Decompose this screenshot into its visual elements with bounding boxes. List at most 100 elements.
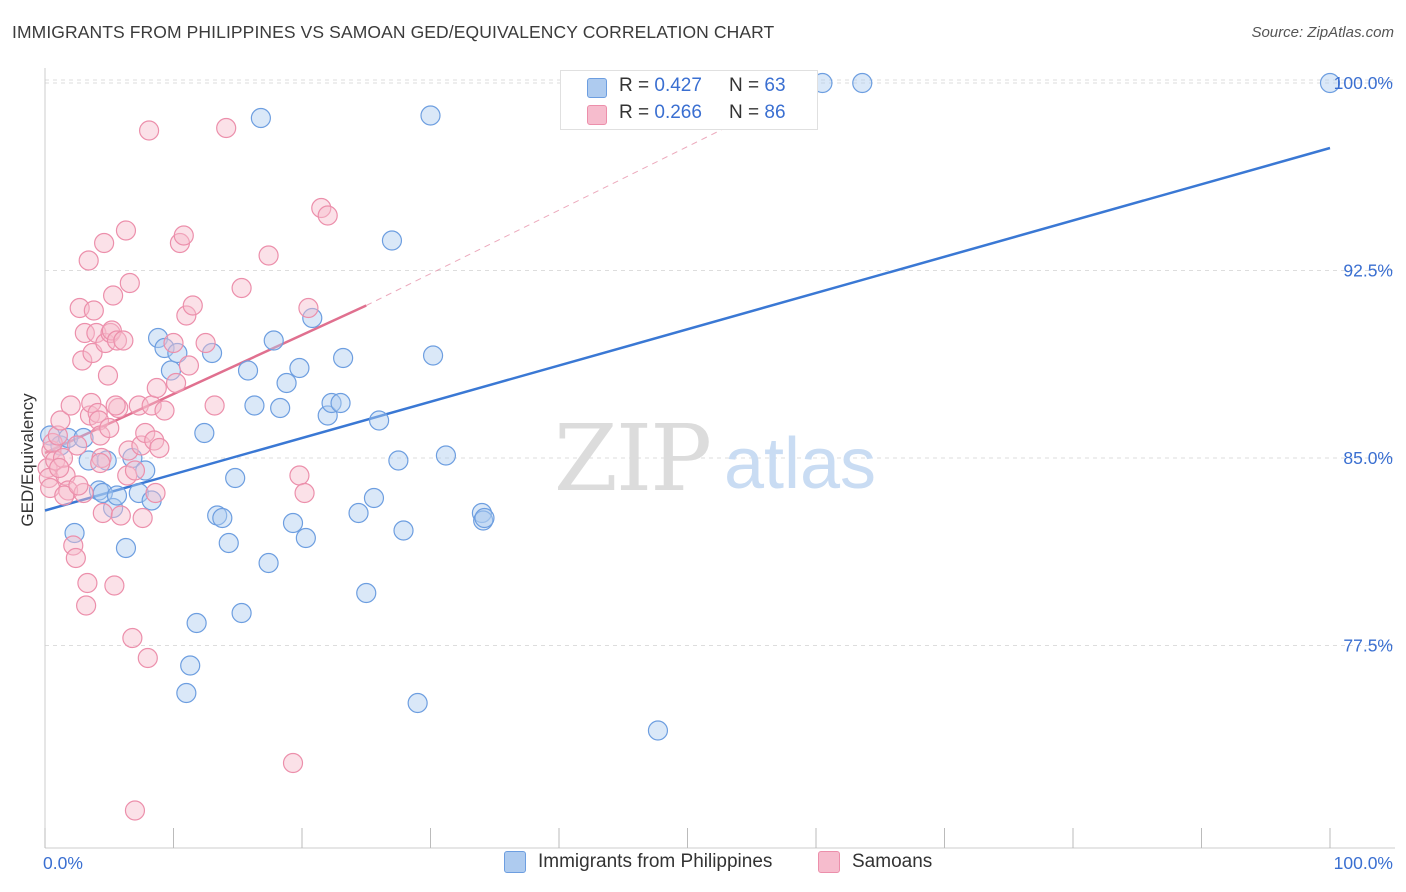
point-samoans [54,485,75,506]
point-philippines [407,692,428,714]
point-philippines [147,327,169,349]
point-samoans [113,330,134,351]
point-samoans [78,250,99,271]
point-samoans [72,350,93,371]
point-samoans [104,575,125,596]
point-samoans [178,355,200,376]
point-samoans [195,332,216,354]
point-samoans [110,505,131,526]
legend-item-samoans: Samoans [818,851,932,873]
point-philippines [333,347,354,369]
point-philippines [176,682,197,704]
point-samoans [282,752,304,774]
legend-item-philippines: Immigrants from Philippines [504,851,772,873]
point-philippines [381,230,403,251]
point-philippines [388,450,409,471]
point-samoans [132,507,153,529]
point-samoans [65,547,86,569]
legend-label-philippines: Immigrants from Philippines [538,851,773,872]
point-samoans [176,305,197,326]
point-philippines [295,527,316,549]
point-samoans [88,410,110,431]
point-samoans [76,595,97,616]
point-philippines [363,487,385,509]
point-philippines [186,612,207,634]
point-philippines [218,532,239,554]
point-philippines [237,360,259,381]
point-samoans [137,647,158,669]
point-samoans [108,397,129,419]
point-philippines [180,655,201,676]
point-philippines [317,405,338,426]
point-samoans [105,395,126,416]
point-philippines [330,392,351,414]
legend-r-value: 0.427 [654,75,702,96]
point-philippines [420,105,441,126]
point-samoans [63,535,84,556]
point-philippines [201,342,223,364]
point-philippines [289,357,310,379]
point-philippines [270,397,291,419]
point-philippines [1319,72,1341,94]
trendline-samoans [44,304,367,455]
correlation-legend: R = 0.427 N = 63 R = 0.266 N = 86 [560,70,818,130]
legend-n-value: 86 [764,102,786,123]
point-samoans [97,365,119,386]
y-tick-label: 92.5% [1343,261,1393,281]
point-samoans [92,502,113,524]
point-samoans [146,377,167,399]
points-layer [37,72,1341,821]
point-philippines [356,582,377,604]
point-samoans [258,245,279,266]
point-samoans [68,475,89,496]
point-philippines [115,537,137,559]
point-philippines [207,505,228,526]
point-samoans [138,120,160,141]
legend-r-label: R = [619,75,655,96]
point-philippines [128,482,149,504]
point-samoans [182,295,203,316]
point-philippines [276,372,297,394]
point-philippines [258,552,279,574]
y-tick-label: 100.0% [1334,73,1393,93]
point-samoans [81,392,102,414]
x-tick-label: 100.0% [1334,853,1393,873]
point-philippines [435,445,457,466]
point-samoans [216,117,237,139]
point-samoans [99,417,120,439]
point-samoans [67,435,88,456]
point-samoans [74,322,95,344]
axis-layer [44,68,1395,849]
point-philippines [250,107,271,129]
point-samoans [165,372,187,394]
point-samoans [231,277,252,299]
point-samoans [115,220,137,241]
watermark-zip: ZIP [554,405,710,512]
legend-n-label: N = [729,102,765,123]
point-philippines [263,330,284,351]
point-samoans [77,572,98,594]
point-philippines [194,422,215,444]
y-tick-label: 85.0% [1343,448,1393,468]
point-philippines [348,502,369,524]
point-samoans [101,320,122,341]
point-samoans [149,437,170,459]
point-samoans [119,272,140,294]
point-philippines [282,512,304,534]
watermark-atlas: atlas [724,424,876,504]
legend-n-value: 63 [764,75,786,96]
point-samoans [131,435,152,456]
legend-r-label: R = [619,102,655,123]
point-samoans [204,395,225,416]
point-philippines [244,395,265,416]
point-philippines [231,602,252,624]
point-samoans [106,330,128,351]
point-samoans [60,395,81,416]
point-philippines [422,345,444,366]
point-samoans [94,232,115,254]
point-philippines [103,497,124,519]
legend-swatch-pink [587,105,607,125]
point-samoans [317,205,338,226]
trendline-philippines [44,146,1331,512]
point-philippines [212,507,233,529]
